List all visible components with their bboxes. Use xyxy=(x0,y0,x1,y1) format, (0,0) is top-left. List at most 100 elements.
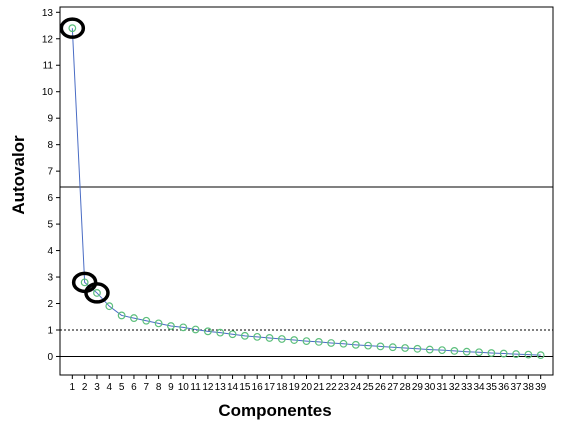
x-tick-label: 5 xyxy=(119,382,125,393)
highlight-circles xyxy=(59,17,110,304)
x-tick-label: 23 xyxy=(338,382,350,393)
x-tick-label: 29 xyxy=(412,382,424,393)
y-tick-label: 8 xyxy=(47,140,53,151)
y-tick-label: 3 xyxy=(47,273,53,284)
data-point xyxy=(524,350,533,359)
data-point xyxy=(68,24,77,33)
data-point xyxy=(290,336,299,344)
data-point xyxy=(339,339,348,348)
data-point xyxy=(314,338,323,346)
data-point xyxy=(105,302,114,311)
x-tick-label: 3 xyxy=(94,382,100,393)
data-point xyxy=(499,349,508,358)
y-tick-label: 13 xyxy=(42,8,54,19)
y-tick-label: 10 xyxy=(42,87,54,98)
x-tick-label: 32 xyxy=(449,382,461,393)
y-tick-label: 7 xyxy=(47,167,53,178)
data-point xyxy=(203,327,212,336)
data-point xyxy=(253,332,262,341)
series-group xyxy=(68,24,545,360)
x-tick-label: 17 xyxy=(264,382,276,393)
data-point xyxy=(388,343,397,352)
data-point xyxy=(130,314,138,322)
y-tick-label: 12 xyxy=(42,34,54,45)
data-point xyxy=(462,347,471,356)
y-tick-label: 5 xyxy=(47,220,53,231)
data-point xyxy=(413,344,422,353)
y-tick-label: 9 xyxy=(47,114,53,125)
x-tick-label: 15 xyxy=(239,382,251,393)
x-tick-label: 20 xyxy=(301,382,313,393)
x-axis-title: Componentes xyxy=(218,401,331,420)
x-tick-label: 24 xyxy=(350,382,362,393)
series-line xyxy=(71,28,541,356)
x-tick-label: 34 xyxy=(473,382,485,393)
y-tick-label: 4 xyxy=(47,246,53,257)
x-tick-label: 39 xyxy=(535,382,547,393)
x-tick-label: 1 xyxy=(70,382,76,393)
x-tick-label: 10 xyxy=(178,382,190,393)
data-point xyxy=(327,339,336,347)
data-point xyxy=(191,325,200,334)
highlight-circle xyxy=(59,17,86,39)
x-axis: 1 2 3 4 5 6 7 8 9 10 11 12 13 14 15 16 17 18 19 20 21 22 23 24 2… xyxy=(70,375,547,393)
data-point xyxy=(438,346,446,355)
x-tick-label: 19 xyxy=(289,382,301,393)
y-tick-label: 1 xyxy=(47,325,53,336)
reference-lines xyxy=(60,186,553,357)
x-tick-label: 6 xyxy=(131,382,137,393)
data-point xyxy=(302,337,311,346)
data-point xyxy=(536,351,545,360)
x-tick-label: 13 xyxy=(215,382,227,393)
data-point xyxy=(277,335,286,343)
data-point xyxy=(117,311,126,320)
x-tick-label: 18 xyxy=(276,382,288,393)
data-point xyxy=(93,289,101,297)
plot-frame xyxy=(59,6,554,376)
data-point xyxy=(154,319,163,328)
x-tick-label: 4 xyxy=(107,382,113,393)
x-tick-label: 37 xyxy=(510,382,522,393)
x-tick-label: 21 xyxy=(313,382,325,393)
y-tick-label: 0 xyxy=(47,352,53,363)
x-tick-label: 8 xyxy=(156,382,162,393)
highlight-circle xyxy=(84,282,110,304)
x-tick-label: 12 xyxy=(202,382,214,393)
y-tick-label: 6 xyxy=(47,193,53,204)
x-tick-label: 27 xyxy=(387,382,399,393)
data-point xyxy=(80,278,89,287)
data-point xyxy=(401,344,410,352)
x-tick-label: 26 xyxy=(375,382,387,393)
data-point xyxy=(487,349,496,357)
x-tick-label: 2 xyxy=(82,382,88,393)
y-tick-label: 2 xyxy=(47,299,53,310)
data-point xyxy=(179,323,188,332)
x-tick-label: 7 xyxy=(143,382,149,393)
data-point xyxy=(216,328,225,337)
data-point xyxy=(228,330,237,339)
x-tick-label: 14 xyxy=(227,382,239,393)
x-tick-label: 30 xyxy=(424,382,436,393)
y-axis-title: Autovalor xyxy=(9,135,28,215)
x-tick-label: 36 xyxy=(498,382,510,393)
data-point xyxy=(475,348,483,357)
data-point xyxy=(167,322,175,330)
data-point xyxy=(265,334,274,342)
data-point xyxy=(142,316,151,325)
x-tick-label: 25 xyxy=(363,382,375,393)
x-tick-label: 33 xyxy=(461,382,473,393)
x-tick-label: 31 xyxy=(437,382,449,393)
x-tick-label: 38 xyxy=(523,382,535,393)
x-tick-label: 35 xyxy=(486,382,498,393)
data-point xyxy=(240,331,249,340)
x-tick-label: 22 xyxy=(326,382,338,393)
y-tick-label: 11 xyxy=(43,61,54,72)
x-tick-label: 9 xyxy=(168,382,174,393)
x-tick-label: 16 xyxy=(252,382,264,393)
x-tick-label: 11 xyxy=(190,382,201,393)
data-point xyxy=(450,347,459,355)
x-tick-label: 28 xyxy=(400,382,412,393)
data-point xyxy=(364,341,373,350)
